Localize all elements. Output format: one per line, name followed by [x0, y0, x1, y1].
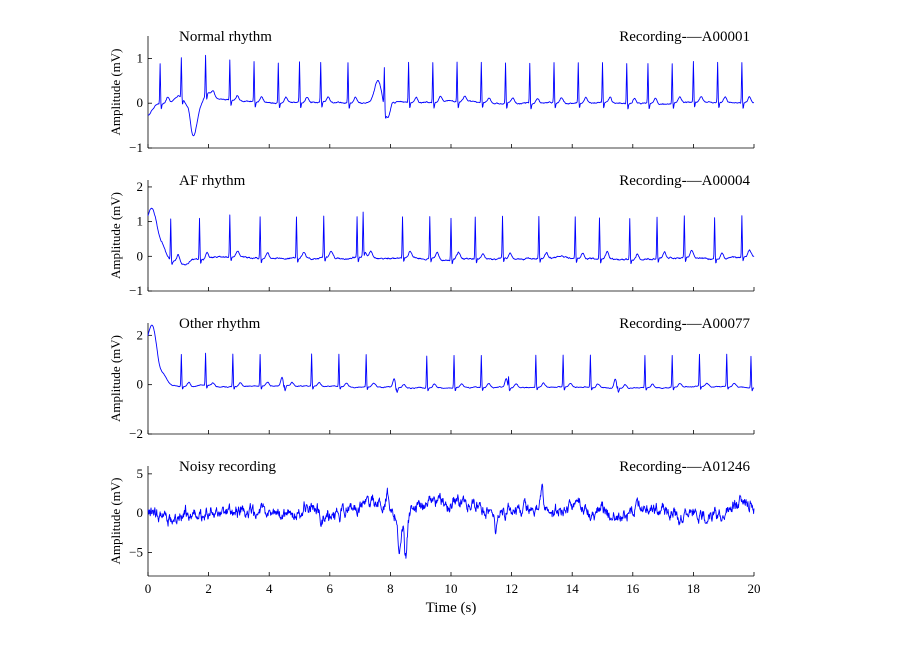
y-tick-label: 5 [137, 466, 144, 481]
panel-4: −5 0 5 0 2 4 6 8 10 12 14 16 18 20 Amplitude (mV) Noisy… [108, 459, 761, 596]
y-axis-label: Amplitude (mV) [108, 477, 123, 564]
x-tick-label: 18 [687, 581, 700, 596]
panel-title: Noisy recording [179, 459, 277, 475]
y-tick-label: 2 [137, 327, 144, 342]
y-tick-label: −2 [129, 426, 143, 441]
x-axis-label: Time (s) [426, 600, 477, 616]
recording-id: Recording-—A00077 [619, 316, 750, 332]
y-axis-label: Amplitude (mV) [108, 192, 123, 279]
x-tick-label: 16 [626, 581, 640, 596]
panel-title: Other rhythm [179, 316, 261, 332]
recording-id: Recording-—A00004 [619, 173, 750, 189]
ecg-trace [147, 324, 755, 393]
x-tick-label: 20 [748, 581, 761, 596]
panel-2: −1 0 1 2 Amplitude (mV) AF rhythm Recording-—A… [108, 173, 755, 298]
y-axis-label: Amplitude (mV) [108, 335, 123, 422]
panel-1: −1 0 1 Amplitude (mV) Normal rhythm Recording… [108, 29, 755, 155]
y-tick-label: 0 [137, 248, 144, 263]
ecg-trace [147, 483, 755, 559]
recording-id: Recording-—A01246 [619, 459, 750, 475]
y-tick-label: −5 [129, 544, 143, 559]
panel-3: −2 0 2 Amplitude (mV) Other rhythm Recording-… [108, 316, 755, 441]
ecg-trace [147, 54, 755, 137]
y-tick-label: 0 [137, 377, 144, 392]
x-tick-label: 0 [145, 581, 152, 596]
panel-title: Normal rhythm [179, 29, 272, 45]
x-tick-label: 8 [387, 581, 394, 596]
x-tick-label: 4 [266, 581, 273, 596]
recording-id: Recording-—A00001 [619, 29, 750, 45]
x-tick-label: 10 [445, 581, 458, 596]
ecg-trace [147, 207, 755, 266]
x-tick-label: 14 [566, 581, 580, 596]
y-tick-label: −1 [129, 140, 143, 155]
y-tick-label: 1 [137, 214, 144, 229]
y-tick-label: −1 [129, 283, 143, 298]
panel-title: AF rhythm [179, 173, 246, 189]
x-tick-label: 2 [205, 581, 212, 596]
y-tick-label: 2 [137, 179, 144, 194]
x-tick-label: 12 [505, 581, 518, 596]
y-tick-label: 0 [137, 505, 144, 520]
y-tick-label: 1 [137, 50, 144, 65]
y-tick-label: 0 [137, 95, 144, 110]
x-tick-label: 6 [327, 581, 334, 596]
y-axis-label: Amplitude (mV) [108, 48, 123, 135]
